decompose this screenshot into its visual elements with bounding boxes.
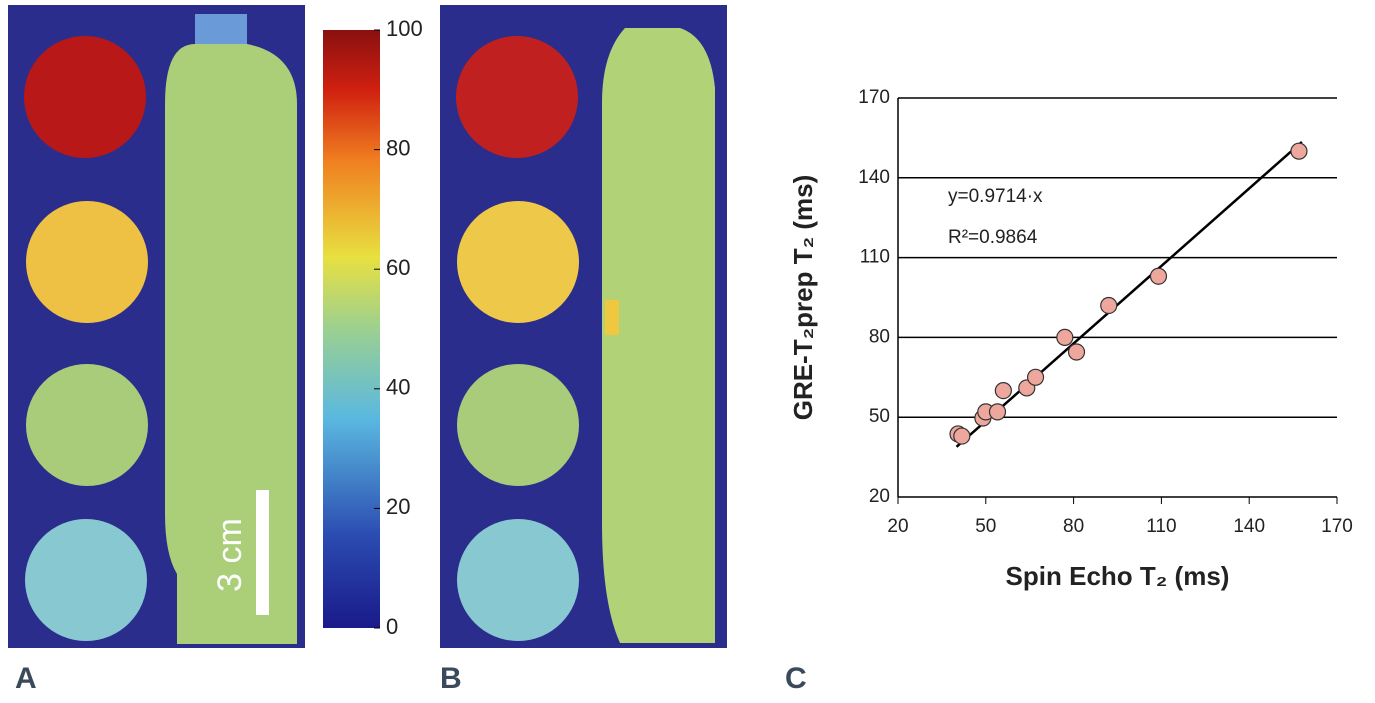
panel-a-image <box>8 5 305 648</box>
panel-label: C <box>785 662 807 695</box>
data-point <box>1069 344 1085 360</box>
x-tick-label: 110 <box>1146 516 1176 537</box>
data-point <box>990 404 1006 420</box>
data-point <box>1028 369 1044 385</box>
data-point <box>995 383 1011 399</box>
data-point <box>1291 143 1307 159</box>
colorbar-tick-label: 20 <box>386 494 410 519</box>
x-tick-label: 50 <box>975 516 996 537</box>
colorbar <box>323 30 380 628</box>
y-tick-label: 140 <box>858 167 890 188</box>
annotation: R²=0.9864 <box>948 227 1038 248</box>
colorbar-tick-label: 60 <box>386 255 410 280</box>
x-tick-label: 20 <box>887 516 908 537</box>
x-tick-label: 80 <box>1063 516 1084 537</box>
data-point <box>954 428 970 444</box>
y-tick-label: 80 <box>869 326 890 347</box>
colorbar-tick-label: 0 <box>386 614 398 639</box>
scale-bar-label: 3 cm <box>211 518 249 592</box>
figure: A B C 3 cm 0 20 40 60 80 100 20 50 80 110 140 170 20 50 80… <box>0 0 1375 698</box>
panel-label: A <box>15 662 37 695</box>
x-tick-label: 170 <box>1321 516 1353 537</box>
annotation: y=0.9714·x <box>948 186 1043 207</box>
data-point <box>1101 297 1117 313</box>
y-tick-label: 110 <box>860 247 890 268</box>
data-point <box>1057 329 1073 345</box>
x-tick-label: 140 <box>1233 516 1265 537</box>
y-tick-label: 20 <box>869 486 890 507</box>
colorbar-tick-label: 80 <box>386 135 410 160</box>
data-point <box>1150 268 1166 284</box>
panel-b-image <box>440 5 727 648</box>
panel-label: B <box>440 662 462 695</box>
colorbar-tick-label: 40 <box>386 375 410 400</box>
x-axis-label: Spin Echo T₂ (ms) <box>1006 561 1230 591</box>
y-tick-label: 170 <box>858 87 890 108</box>
y-axis-label: GRE-T₂prep T₂ (ms) <box>788 175 818 421</box>
y-tick-label: 50 <box>869 406 890 427</box>
colorbar-tick-label: 100 <box>386 16 423 41</box>
